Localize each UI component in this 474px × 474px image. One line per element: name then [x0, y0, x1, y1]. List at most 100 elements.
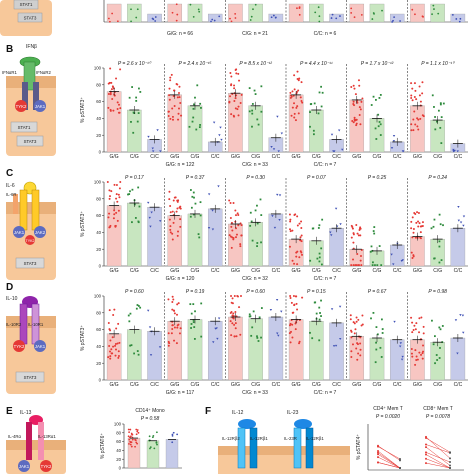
data-point	[229, 320, 232, 323]
data-point	[418, 222, 421, 225]
data-point	[128, 96, 131, 99]
x-tick-label: C/C	[454, 382, 463, 388]
data-point	[109, 357, 112, 360]
data-point	[309, 331, 311, 334]
stat-label: STAT1	[20, 2, 33, 7]
data-point	[256, 204, 258, 207]
y-tick-label: 0	[99, 378, 102, 383]
y-tick-label: 80	[96, 196, 101, 201]
x-tick-label: G/G	[413, 154, 422, 160]
data-point	[411, 8, 414, 11]
data-point	[119, 107, 122, 110]
panel-e: E JAK1 TYK2 IL-13 IL-4Rα IL-13Rα1 CD14⁺ …	[6, 406, 182, 474]
y-tick-label: 60	[96, 327, 101, 332]
p-value: P = 0.17	[125, 175, 144, 181]
data-point	[358, 106, 361, 109]
data-point	[380, 318, 383, 321]
data-point	[359, 108, 362, 111]
data-point	[172, 199, 175, 202]
data-point	[360, 13, 363, 16]
data-point	[350, 85, 353, 88]
data-point	[107, 216, 110, 219]
data-point	[438, 326, 441, 329]
data-point	[296, 105, 299, 108]
paired-line	[377, 446, 401, 460]
data-point	[108, 20, 111, 23]
data-point	[354, 264, 357, 267]
data-point	[291, 311, 294, 314]
data-point	[114, 224, 117, 227]
panel-label: F	[205, 406, 211, 417]
data-point	[289, 91, 292, 94]
data-point	[129, 441, 132, 444]
data-point	[449, 461, 451, 464]
data-point	[401, 355, 404, 358]
data-point	[136, 350, 139, 352]
data-point	[311, 337, 314, 340]
data-point	[414, 123, 417, 126]
data-point	[291, 229, 294, 232]
data-point	[234, 209, 237, 212]
data-point	[231, 302, 234, 305]
data-point	[274, 16, 277, 19]
data-point	[318, 252, 321, 255]
data-point	[320, 315, 322, 317]
data-point	[378, 97, 381, 99]
data-point	[189, 303, 192, 306]
data-point	[248, 315, 251, 318]
bar	[369, 118, 385, 153]
data-point	[237, 213, 240, 216]
data-point	[233, 84, 236, 87]
data-point	[339, 15, 341, 17]
data-point	[108, 309, 111, 312]
data-point	[258, 316, 261, 319]
data-point	[176, 13, 179, 16]
data-point	[139, 91, 142, 93]
data-point	[418, 351, 421, 354]
data-point	[320, 85, 323, 88]
data-point	[350, 330, 353, 333]
data-point	[111, 85, 114, 88]
p-value: P = 0.15	[307, 289, 326, 295]
data-point	[375, 138, 378, 140]
data-point	[359, 354, 362, 357]
genotype-count: C/G: n = 21	[242, 31, 268, 37]
data-point	[171, 118, 174, 121]
data-point	[459, 221, 463, 224]
data-point	[235, 335, 238, 338]
data-point	[171, 232, 174, 235]
data-point	[358, 264, 361, 267]
bar	[450, 13, 466, 23]
kinase-icon	[18, 460, 30, 472]
data-point	[136, 429, 139, 431]
data-point	[239, 245, 242, 248]
kinase-icon	[25, 235, 35, 245]
data-point	[220, 138, 223, 141]
data-point	[176, 234, 179, 237]
data-point	[233, 87, 236, 90]
data-point	[107, 93, 110, 96]
data-point	[191, 195, 194, 198]
x-tick-label: C/C	[272, 382, 281, 388]
data-point	[109, 329, 112, 332]
data-point	[117, 322, 120, 325]
bar	[167, 215, 183, 267]
cytokine-icon	[294, 419, 312, 429]
data-point	[318, 256, 321, 259]
data-point	[177, 112, 180, 115]
data-point	[108, 212, 111, 215]
data-point	[298, 7, 301, 9]
data-point	[135, 16, 138, 19]
data-point	[169, 231, 172, 234]
data-point	[410, 94, 413, 97]
p-value: P = 0.07	[307, 175, 326, 181]
p-value: P = 0.60	[246, 289, 265, 295]
il6-receptor-illustration: JAK1 JAK2 TYK2 STAT3	[6, 181, 56, 280]
y-tick-label: 80	[96, 310, 101, 315]
data-point	[259, 198, 262, 201]
data-point	[417, 128, 420, 131]
data-point	[421, 15, 424, 18]
data-point	[373, 226, 376, 228]
data-point	[439, 102, 442, 105]
data-point	[229, 216, 232, 219]
